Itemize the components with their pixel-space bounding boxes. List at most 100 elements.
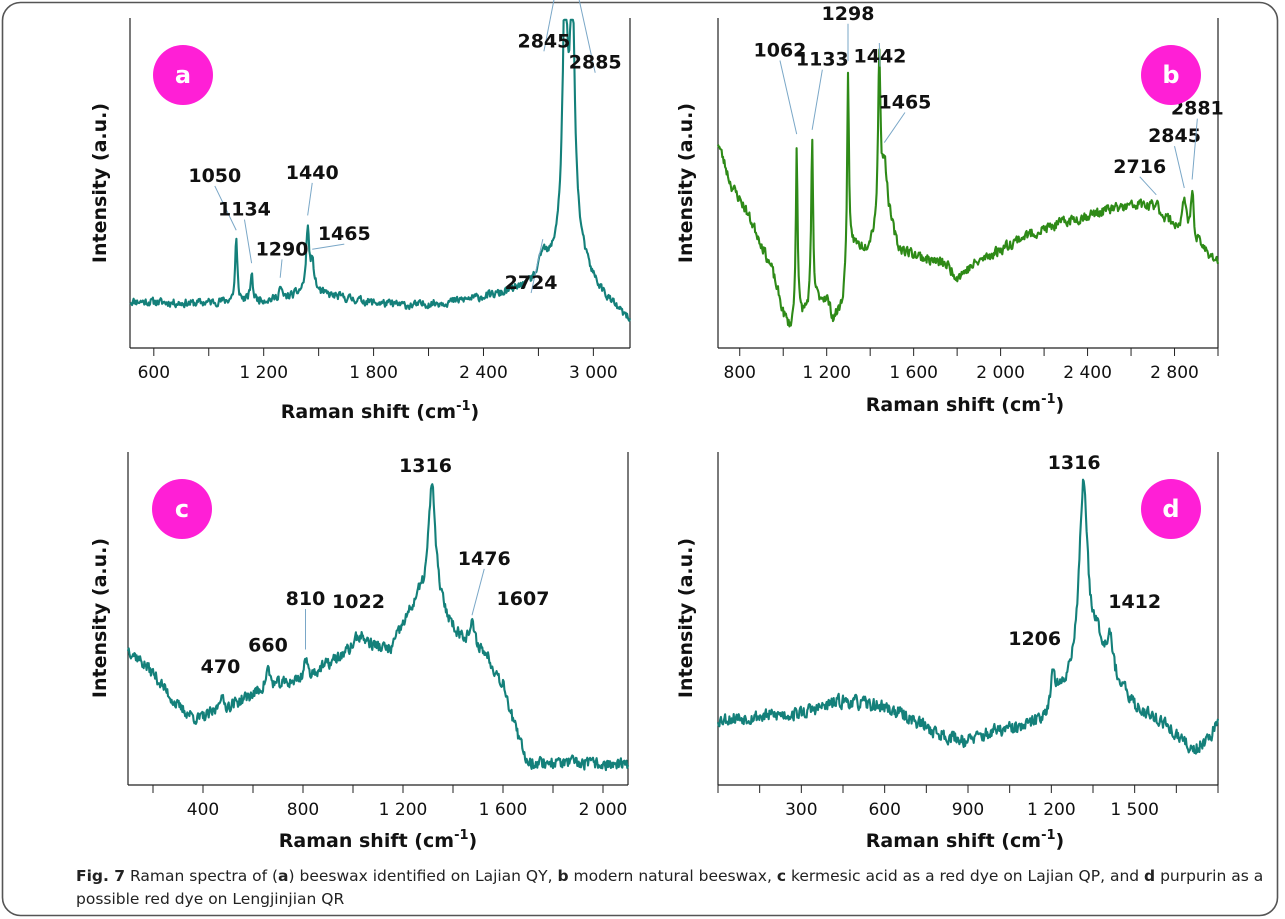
x-tick-label: 400 xyxy=(187,800,219,820)
spectrum-line-c xyxy=(126,483,630,772)
caption-fragment: modern natural beeswax, xyxy=(568,867,777,885)
peak-label: 1050 xyxy=(188,165,241,187)
caption-fragment: kermesic acid as a red dye on Lajian QP,… xyxy=(786,867,1145,885)
y-axis-label: Intensity (a.u.) xyxy=(675,538,697,698)
panel-badge-label: c xyxy=(175,495,189,523)
panel-badge xyxy=(1141,479,1201,539)
peak-leader-line xyxy=(1139,176,1157,196)
x-tick-label: 3 000 xyxy=(569,363,618,383)
x-tick-label: 800 xyxy=(287,800,319,820)
peak-leader-line xyxy=(307,182,313,216)
figure-caption: Fig. 7 Raman spectra of (a) beeswax iden… xyxy=(76,865,1266,911)
peak-label: 1206 xyxy=(1008,628,1061,650)
x-tick-label: 1 200 xyxy=(239,363,288,383)
y-axis-label: Intensity (a.u.) xyxy=(89,538,111,698)
peak-leader-line xyxy=(279,259,283,278)
x-tick-label: 2 400 xyxy=(1063,363,1112,383)
x-tick-label: 1 600 xyxy=(479,800,528,820)
peak-leader-line xyxy=(471,568,485,616)
peak-leader-line xyxy=(243,219,253,264)
peak-label: 1607 xyxy=(497,588,550,610)
x-tick-label: 1 500 xyxy=(1110,800,1159,820)
chart-panel-b: 800 1 200 1 600 2 000 2 400 2 800 Raman shift … xyxy=(675,3,1224,416)
figure-number: Fig. 7 xyxy=(76,867,126,885)
caption-text: Raman spectra of (a) beeswax identified … xyxy=(76,867,1263,908)
peak-label: 2845 xyxy=(1148,125,1201,147)
peak-label: 2881 xyxy=(1171,98,1224,120)
spectrum-line-d xyxy=(716,478,1220,755)
chart-panel-d: 300 600 900 1 200 1 500 Raman shift (cm-1) Int… xyxy=(675,452,1220,852)
peak-label: 1062 xyxy=(754,39,807,61)
peak-label: 810 xyxy=(286,588,326,610)
y-axis-label: Intensity (a.u.) xyxy=(675,103,697,263)
peak-label: 2885 xyxy=(569,52,622,74)
peak-label: 660 xyxy=(248,634,288,656)
panel-badge-label: b xyxy=(1162,61,1179,89)
x-tick-label: 600 xyxy=(138,363,170,383)
peak-leader-line xyxy=(312,243,345,250)
peak-label: 1316 xyxy=(1048,452,1101,474)
peak-leader-line xyxy=(811,69,823,130)
x-tick-label: 1 200 xyxy=(379,800,428,820)
peak-leader-line xyxy=(530,238,544,294)
peak-label: 1442 xyxy=(854,46,907,68)
spectrum-line-b xyxy=(717,48,1220,328)
peak-label: 1290 xyxy=(256,238,309,260)
peak-label: 1465 xyxy=(318,223,371,245)
peak-label: 1022 xyxy=(332,591,385,613)
peak-label: 1298 xyxy=(822,3,875,25)
chart-panel-a: 600 1 200 1 800 2 400 3 000 Raman shift (cm-1… xyxy=(89,0,632,423)
caption-panel-ref: a xyxy=(278,867,289,885)
x-tick-label: 1 800 xyxy=(349,363,398,383)
panel-badge xyxy=(152,479,212,539)
peak-leader-line xyxy=(1191,118,1198,180)
x-tick-label: 1 200 xyxy=(1027,800,1076,820)
x-tick-label: 1 200 xyxy=(802,363,851,383)
peak-label: 1316 xyxy=(399,455,452,477)
peak-leader-line xyxy=(578,0,596,73)
x-tick-label: 2 000 xyxy=(579,800,628,820)
peak-label: 1134 xyxy=(218,199,271,221)
peak-label: 1465 xyxy=(879,92,932,114)
peak-label: 1133 xyxy=(796,49,849,71)
peak-leader-line xyxy=(878,43,881,67)
x-tick-label: 2 400 xyxy=(459,363,508,383)
peak-label: 470 xyxy=(201,656,241,678)
chart-panel-c: 400 800 1 200 1 600 2 000 Raman shift (cm-1) I… xyxy=(89,452,630,852)
spectrum-line-a xyxy=(129,18,632,322)
x-axis-label: Raman shift (cm-1) xyxy=(281,399,479,423)
caption-panel-ref: b xyxy=(557,867,569,885)
peak-label: 1412 xyxy=(1108,591,1161,613)
peak-label: 2724 xyxy=(505,272,558,294)
x-tick-label: 900 xyxy=(952,800,984,820)
x-tick-label: 2 800 xyxy=(1150,363,1199,383)
x-tick-label: 1 600 xyxy=(889,363,938,383)
peak-leader-line xyxy=(883,112,906,143)
peak-label: 2716 xyxy=(1113,156,1166,178)
peak-label: 1440 xyxy=(286,162,339,184)
peak-label: 2845 xyxy=(517,30,570,52)
panel-badge xyxy=(1141,45,1201,105)
peak-leader-line xyxy=(1174,146,1185,189)
panel-badge-label: a xyxy=(175,61,191,89)
panel-badge-label: d xyxy=(1162,495,1179,523)
peak-leader-line xyxy=(779,60,798,135)
x-axis-label: Raman shift (cm-1) xyxy=(279,828,477,852)
peak-leader-line xyxy=(214,185,237,231)
caption-fragment: purpurin as a possible red dye on Lengji… xyxy=(76,867,1264,908)
y-axis-label: Intensity (a.u.) xyxy=(89,103,111,263)
x-tick-label: 600 xyxy=(868,800,900,820)
panel-badge xyxy=(153,45,213,105)
x-axis-label: Raman shift (cm-1) xyxy=(866,392,1064,416)
caption-fragment: ) beeswax identified on Lajian QY, xyxy=(288,867,558,885)
peak-label: 1476 xyxy=(458,548,511,570)
peak-leader-line xyxy=(543,0,555,52)
caption-panel-ref: d xyxy=(1144,867,1156,885)
caption-fragment: Raman spectra of ( xyxy=(125,867,279,885)
x-tick-label: 2 000 xyxy=(976,363,1025,383)
caption-panel-ref: c xyxy=(776,867,787,885)
x-tick-label: 300 xyxy=(785,800,817,820)
x-axis-label: Raman shift (cm-1) xyxy=(866,828,1064,852)
